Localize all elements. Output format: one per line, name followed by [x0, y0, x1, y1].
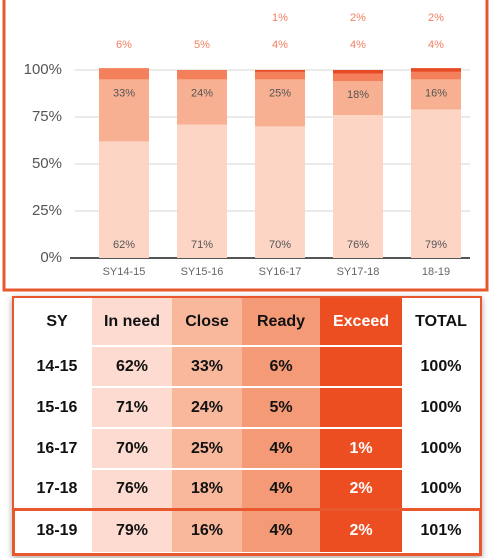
bar-segment: [333, 115, 383, 259]
y-tick-label: 100%: [24, 61, 62, 78]
value-label: 71%: [191, 239, 213, 251]
header-cell: TOTAL: [402, 298, 480, 345]
header-cell: Exceed: [320, 298, 402, 345]
table-cell: 2%: [320, 510, 402, 552]
value-label: 4%: [350, 39, 366, 51]
value-label: 70%: [269, 239, 291, 251]
value-label: 25%: [269, 87, 291, 99]
bar-segment: [255, 79, 305, 127]
header-cell: SY: [22, 298, 92, 345]
table-cell: 16%: [172, 510, 242, 552]
bar-segment: [333, 70, 383, 74]
bar-segment: [177, 124, 227, 259]
value-label: 5%: [194, 39, 210, 51]
table-cell: 4%: [242, 429, 320, 468]
table-cell: 24%: [172, 388, 242, 427]
value-label: 33%: [113, 87, 135, 99]
table-cell: 2%: [320, 470, 402, 508]
x-tick-label: SY15-16: [181, 266, 224, 278]
x-tick-label: SY16-17: [259, 266, 302, 278]
table-cell: 100%: [402, 470, 480, 508]
bar-segment: [99, 68, 149, 80]
table-cell: 100%: [402, 429, 480, 468]
y-tick-label: 0%: [40, 249, 62, 266]
value-label: 6%: [116, 39, 132, 51]
table-cell: 16-17: [22, 429, 92, 468]
bar-segment: [333, 81, 383, 116]
table-cell: 71%: [92, 388, 172, 427]
table-cell: 6%: [242, 347, 320, 386]
bar-segment: [177, 70, 227, 80]
table-cell: 100%: [402, 347, 480, 386]
bar-segment: [411, 109, 461, 258]
table-cell: 15-16: [22, 388, 92, 427]
table-cell: 18%: [172, 470, 242, 508]
y-tick-label: 75%: [32, 108, 62, 125]
value-label: 2%: [428, 12, 444, 24]
bar-segment: [411, 71, 461, 80]
value-label: 24%: [191, 87, 213, 99]
bar-segment: [99, 141, 149, 258]
table-cell: 4%: [242, 470, 320, 508]
value-label: 62%: [113, 239, 135, 251]
table-cell: 33%: [172, 347, 242, 386]
table-cell: [320, 347, 402, 386]
value-label: 18%: [347, 89, 369, 101]
header-cell: In need: [92, 298, 172, 345]
table-cell: 76%: [92, 470, 172, 508]
table-cell: 4%: [242, 510, 320, 552]
y-tick-label: 50%: [32, 155, 62, 172]
value-label: 1%: [272, 12, 288, 24]
header-cell: Ready: [242, 298, 320, 345]
chart: 0% 25% 50% 75% 100% SY14-15 62% 33% 6% SY15-16 71%…: [2, 0, 489, 292]
bar-segment: [411, 68, 461, 72]
bar-segment: [255, 71, 305, 80]
value-label: 79%: [425, 239, 447, 251]
x-tick-label: 18-19: [422, 266, 450, 278]
table-cell: 101%: [402, 510, 480, 552]
header-cell: Close: [172, 298, 242, 345]
y-tick-label: 25%: [32, 202, 62, 219]
bar-segment: [333, 73, 383, 82]
table-cell: 17-18: [22, 470, 92, 508]
table: SY In need Close Ready Exceed TOTAL 14-15 62% 33…: [12, 296, 482, 556]
bar-segment: [411, 79, 461, 110]
table-cell: 100%: [402, 388, 480, 427]
table-cell: 70%: [92, 429, 172, 468]
bar-segment: [255, 126, 305, 259]
table-cell: 14-15: [22, 347, 92, 386]
table-cell: 1%: [320, 429, 402, 468]
table-cell: 18-19: [22, 510, 92, 552]
bar-segment: [177, 79, 227, 125]
row-highlight: [12, 508, 482, 556]
value-label: 16%: [425, 87, 447, 99]
chart-frame: [2, 0, 489, 292]
value-label: 2%: [350, 12, 366, 24]
table-cell: 5%: [242, 388, 320, 427]
bar-segment: [99, 79, 149, 142]
table-cell: 25%: [172, 429, 242, 468]
bar-segment: [255, 70, 305, 72]
table-cell: [320, 388, 402, 427]
table-cell: 62%: [92, 347, 172, 386]
table-cell: 79%: [92, 510, 172, 552]
x-tick-label: SY17-18: [337, 266, 380, 278]
value-label: 76%: [347, 239, 369, 251]
value-label: 4%: [272, 39, 288, 51]
value-label: 4%: [428, 39, 444, 51]
x-tick-label: SY14-15: [103, 266, 146, 278]
